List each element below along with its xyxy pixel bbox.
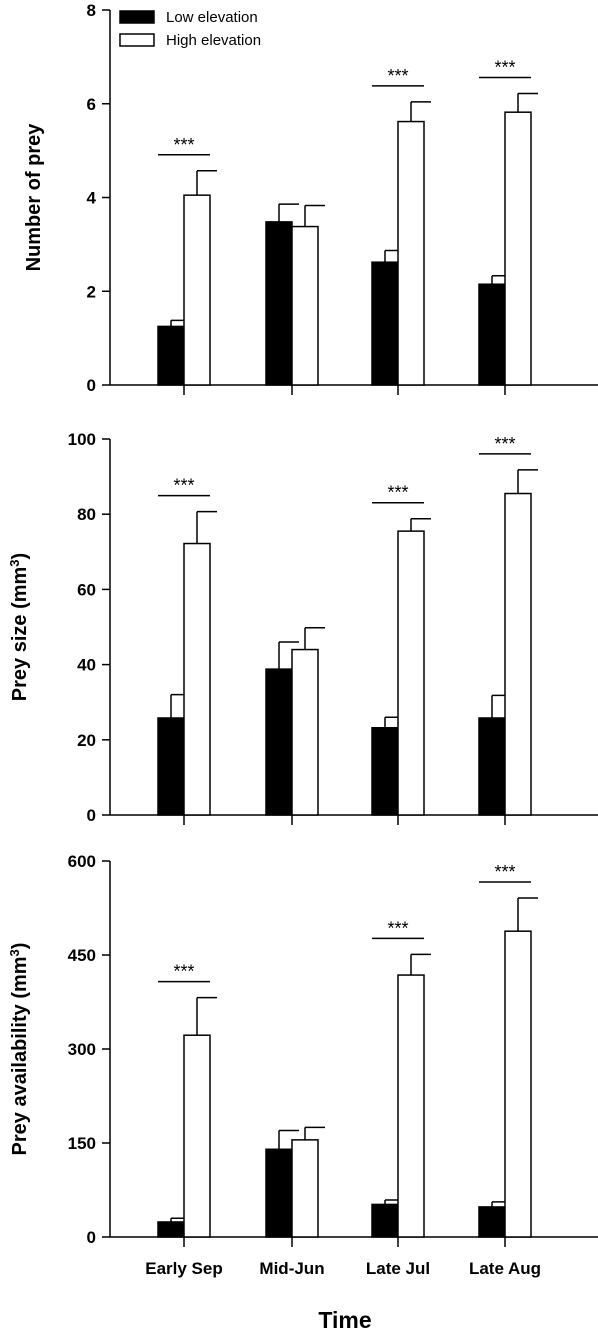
bar-high-3 — [397, 120, 425, 386]
bar-high-2 — [291, 225, 319, 386]
bar-high-3 — [397, 530, 425, 816]
x-tick-label: Early Sep — [145, 1259, 223, 1278]
legend-label-1: Low elevation — [166, 9, 258, 26]
bar-high-4 — [504, 111, 532, 386]
y-tick-label: 0 — [87, 376, 96, 395]
significance-label: *** — [494, 862, 515, 882]
bar-low-1 — [157, 325, 185, 386]
bar-low-2 — [265, 1148, 293, 1238]
bar-low-2 — [265, 668, 293, 816]
significance-label: *** — [173, 962, 194, 982]
bar-low-2 — [265, 221, 293, 386]
legend-label-2: High elevation — [166, 32, 261, 49]
significance-label: *** — [494, 57, 515, 77]
bar-high-1 — [183, 1034, 211, 1238]
y-tick-label: 8 — [87, 1, 96, 20]
bar-low-4 — [478, 1206, 506, 1238]
bar-low-3 — [371, 727, 399, 816]
legend-swatch-1 — [119, 10, 155, 24]
bar-high-4 — [504, 492, 532, 816]
bar-low-1 — [157, 717, 185, 816]
y-axis-title: Number of prey — [23, 123, 45, 272]
significance-label: *** — [494, 434, 515, 454]
significance-label: *** — [387, 66, 408, 86]
chart-panel-3: 0 150 300 450 600 Prey availability (mm3) *** *… — [7, 852, 598, 1333]
y-tick-label: 0 — [87, 1228, 96, 1247]
bar-low-1 — [157, 1221, 185, 1238]
y-tick-label: 300 — [68, 1040, 96, 1059]
y-tick-label: 4 — [87, 189, 97, 208]
y-axis-title: Prey size (mm3) — [7, 553, 32, 701]
significance-label: *** — [387, 918, 408, 938]
y-tick-label: 80 — [77, 505, 96, 524]
y-tick-label: 60 — [77, 580, 96, 599]
chart-panel-1: 0 2 4 6 8 Number of prey *** *** *** Low elevatio… — [23, 1, 598, 395]
bar-low-3 — [371, 1203, 399, 1238]
y-tick-label: 600 — [68, 852, 96, 871]
bar-high-4 — [504, 930, 532, 1238]
y-tick-label: 2 — [87, 282, 96, 301]
x-tick-label: Late Aug — [469, 1259, 541, 1278]
x-axis-title: Time — [318, 1307, 371, 1333]
y-axis-title: Prey availability (mm3) — [7, 943, 32, 1156]
y-tick-label: 100 — [68, 430, 96, 449]
y-tick-label: 20 — [77, 731, 96, 750]
y-tick-label: 150 — [68, 1134, 96, 1153]
y-tick-label: 6 — [87, 95, 96, 114]
chart-panel-2: 0 20 40 60 80 100 Prey size (mm3) *** *** *** — [7, 430, 598, 825]
bar-low-4 — [478, 283, 506, 386]
y-tick-label: 40 — [77, 656, 96, 675]
bar-high-2 — [291, 1139, 319, 1238]
x-tick-label: Late Jul — [366, 1259, 430, 1278]
y-tick-label: 0 — [87, 806, 96, 825]
significance-label: *** — [387, 483, 408, 503]
bar-low-3 — [371, 261, 399, 386]
legend: Low elevation High elevation — [119, 9, 261, 49]
bar-high-1 — [183, 542, 211, 816]
x-tick-label: Mid-Jun — [259, 1259, 324, 1278]
bar-high-1 — [183, 194, 211, 386]
y-tick-label: 450 — [68, 946, 96, 965]
bar-high-2 — [291, 648, 319, 816]
bar-high-3 — [397, 974, 425, 1238]
significance-label: *** — [173, 476, 194, 496]
significance-label: *** — [173, 135, 194, 155]
legend-swatch-2 — [119, 33, 155, 47]
bar-low-4 — [478, 717, 506, 816]
